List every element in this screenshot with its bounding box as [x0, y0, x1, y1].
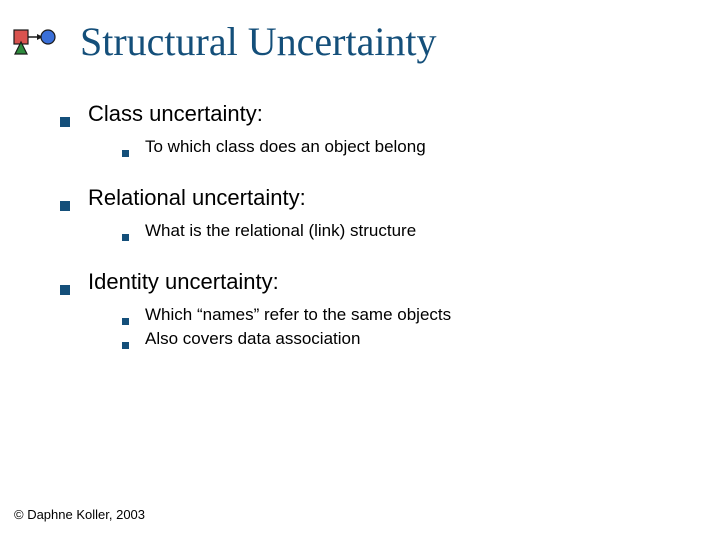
slide: Structural Uncertainty Class uncertainty… [0, 0, 720, 540]
list-item: To which class does an object belong [122, 137, 690, 157]
list-item: Relational uncertainty: [60, 185, 690, 211]
list-item-label: Also covers data association [145, 329, 360, 349]
list-item-label: Relational uncertainty: [88, 185, 306, 211]
bullet-icon [122, 318, 129, 325]
list-item: Class uncertainty: [60, 101, 690, 127]
bullet-icon [122, 342, 129, 349]
bullet-icon [60, 201, 70, 211]
list-item: Identity uncertainty: [60, 269, 690, 295]
logo-icon [12, 28, 56, 58]
sublist: To which class does an object belong [122, 137, 690, 157]
bullet-icon [60, 285, 70, 295]
bullet-icon [122, 150, 129, 157]
list-item-label: Which “names” refer to the same objects [145, 305, 451, 325]
sublist: What is the relational (link) structure [122, 221, 690, 241]
list-item: What is the relational (link) structure [122, 221, 690, 241]
list-item: Also covers data association [122, 329, 690, 349]
list-item-label: What is the relational (link) structure [145, 221, 416, 241]
bullet-icon [60, 117, 70, 127]
copyright-footer: © Daphne Koller, 2003 [14, 507, 145, 522]
list-item: Which “names” refer to the same objects [122, 305, 690, 325]
bullet-icon [122, 234, 129, 241]
list-item-label: Identity uncertainty: [88, 269, 279, 295]
list-item-label: To which class does an object belong [145, 137, 426, 157]
slide-title: Structural Uncertainty [80, 18, 690, 65]
content-area: Class uncertainty: To which class does a… [60, 101, 690, 349]
list-item-label: Class uncertainty: [88, 101, 263, 127]
sublist: Which “names” refer to the same objects … [122, 305, 690, 349]
